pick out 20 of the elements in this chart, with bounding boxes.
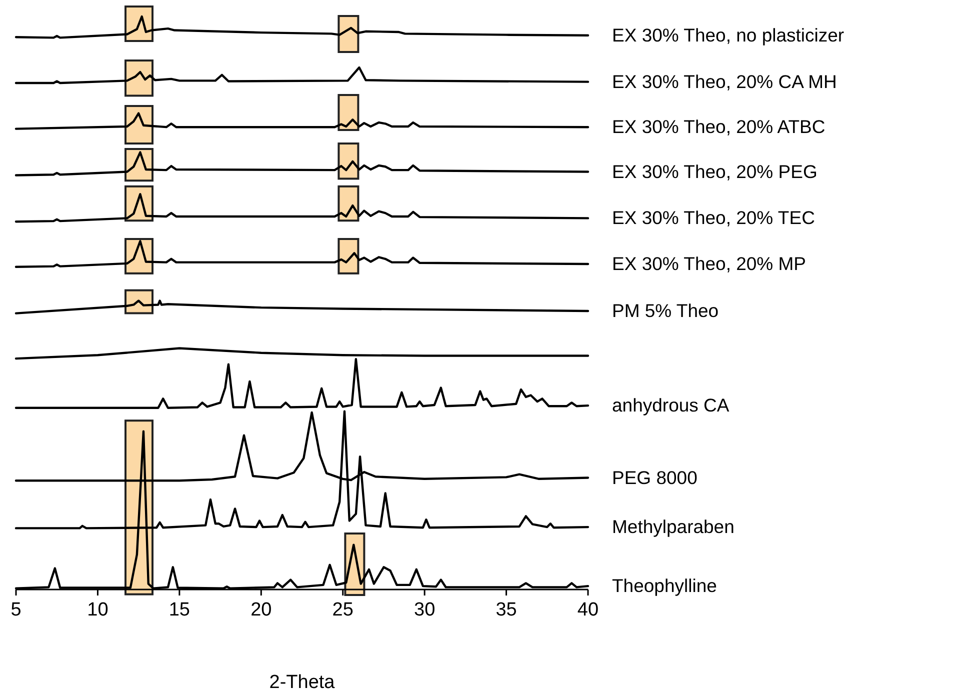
x-tick-label: 35 [496,600,517,620]
series-label: EX 30% Theo, no plasticizer [612,24,844,46]
x-tick-label: 10 [87,600,108,620]
series-label: EX 30% Theo, 20% CA MH [612,70,837,92]
x-tick-label: 20 [250,600,272,620]
series-label: EX 30% Theo, 20% PEG [612,160,818,182]
x-axis-title: 2-Theta [269,672,336,693]
x-tick-label: 5 [10,600,22,620]
series-label: Methylparaben [612,516,734,538]
x-tick-label: 25 [332,600,354,620]
x-tick-label: 40 [577,600,599,620]
series-label: EX 30% Theo, 20% ATBC [612,116,826,138]
series-label: PM 5% Theo [612,300,719,322]
x-tick-label: 15 [168,600,190,620]
series-label: Theophylline [612,575,717,596]
series-label: PEG 8000 [612,466,698,488]
series-label: EX 30% Theo, 20% TEC [612,207,815,228]
x-tick-label: 30 [414,600,436,620]
series-label: EX 30% Theo, 20% MP [612,253,806,274]
series-label: anhydrous CA [612,394,730,416]
